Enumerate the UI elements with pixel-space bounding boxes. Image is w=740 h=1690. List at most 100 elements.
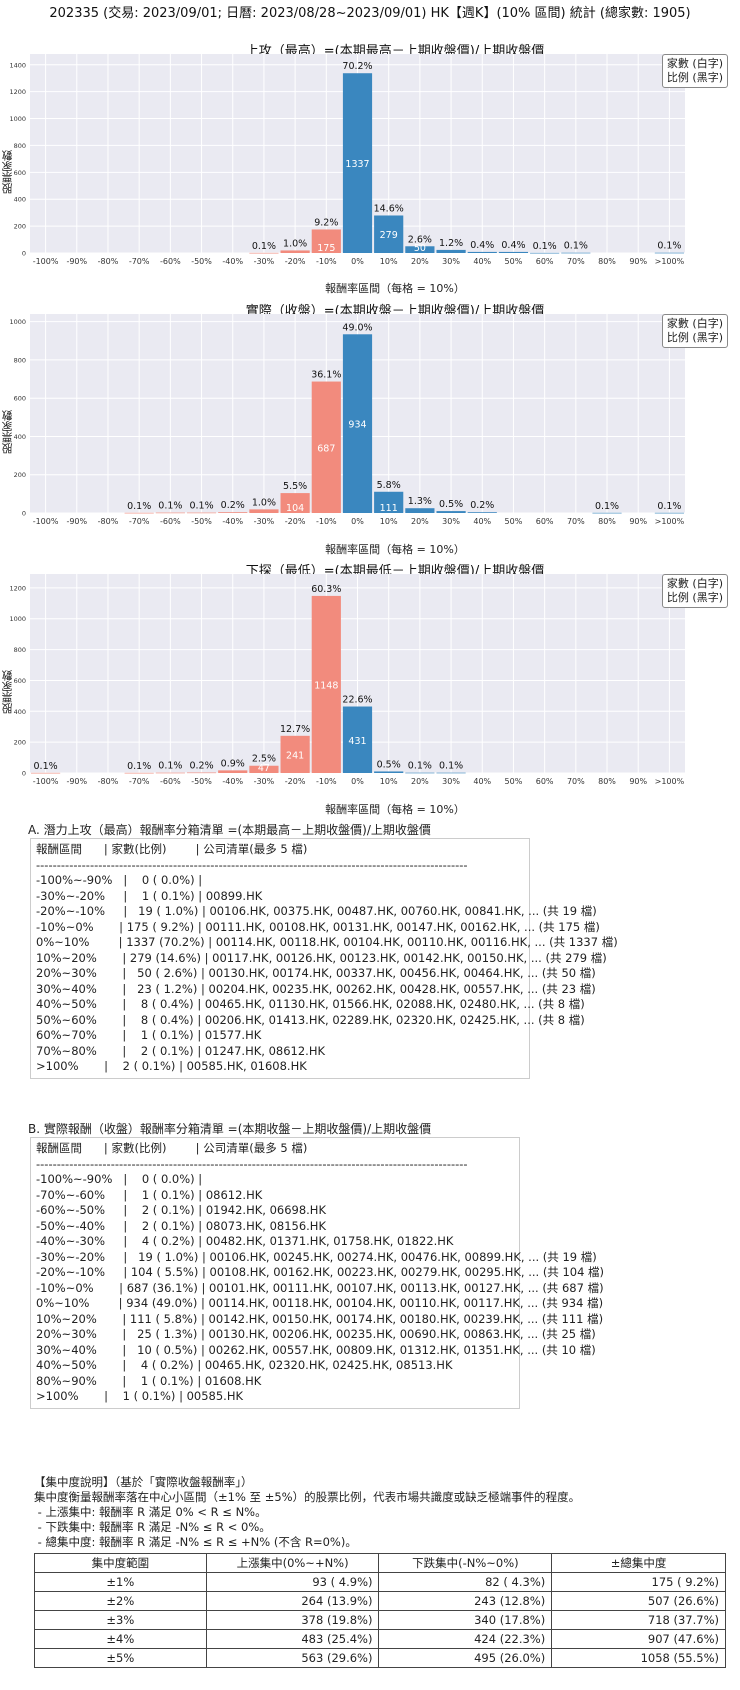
x-tick-label: 50% — [505, 517, 523, 526]
x-tick-label: 10% — [380, 777, 398, 786]
text-line: 20%~30% | 50 ( 2.6%) | 00130.HK, 00174.H… — [36, 966, 596, 980]
bar-pct-label: 70.2% — [342, 61, 372, 72]
x-tick-label: 20% — [411, 777, 429, 786]
concentration-note: 【集中度說明】（基於「實際收盤報酬率」） 集中度衡量報酬率落在中心小區間（±1% … — [34, 1475, 580, 1550]
y-tick-label: 1000 — [9, 115, 26, 123]
bar — [436, 511, 466, 513]
text-line: 40%~50% | 8 ( 0.4%) | 00465.HK, 01130.HK… — [36, 997, 585, 1011]
bar-pct-label: 0.1% — [127, 761, 151, 772]
bar — [186, 512, 217, 514]
x-tick-label: -100% — [33, 517, 59, 526]
table-cell: 378 (19.8%) — [205, 1610, 380, 1630]
bar-pct-label: 5.5% — [283, 481, 307, 492]
bar-count-label: 241 — [286, 750, 304, 761]
bar-pct-label: 0.1% — [595, 501, 619, 512]
bar — [405, 508, 435, 513]
text-line: 70%~80% | 2 ( 0.1%) | 01247.HK, 08612.HK — [36, 1043, 326, 1058]
x-tick-label: 70% — [567, 517, 585, 526]
x-tick-label: -40% — [222, 777, 243, 786]
bar-pct-label: 12.7% — [280, 724, 310, 735]
x-tick-label: -70% — [129, 517, 150, 526]
bar — [280, 493, 310, 513]
text-line: -100%~-90% | 0 ( 0.0%) | — [36, 1172, 203, 1186]
bar — [124, 772, 154, 774]
y-tick-label: 200 — [14, 223, 26, 231]
y-tick-label: 0 — [22, 510, 26, 518]
bar-count-label: 175 — [317, 243, 335, 254]
bar-pct-label: 0.1% — [158, 761, 182, 772]
x-tick-label: -80% — [98, 517, 119, 526]
x-tick-label: 90% — [629, 517, 647, 526]
x-tick-label: 80% — [598, 517, 616, 526]
bar — [654, 252, 684, 254]
bar-pct-label: 9.2% — [314, 217, 338, 228]
bar — [561, 252, 591, 254]
y-tick-label: 600 — [14, 395, 26, 403]
x-tick-label: -90% — [66, 257, 87, 266]
text-line: -50%~-40% | 2 ( 0.1%) | 08073.HK, 08156.… — [36, 1218, 326, 1233]
bar — [467, 251, 497, 253]
x-tick-label: 50% — [505, 777, 523, 786]
text-line: -70%~-60% | 1 ( 0.1%) | 08612.HK — [36, 1187, 263, 1202]
table-row: ±5% 563 (29.6%) 495 (26.0%) 1058 (55.5%) — [34, 1648, 726, 1668]
x-tick-label: 30% — [442, 257, 460, 266]
bar-count-label: 1148 — [314, 680, 338, 691]
table-header: 上漲集中(0%~+N%) — [205, 1553, 380, 1573]
text-line: -10%~0% | 687 (36.1%) | 00101.HK, 00111.… — [36, 1280, 604, 1295]
x-tick-label: 60% — [536, 777, 554, 786]
text-line: 0%~10% | 934 (49.0%) | 00114.HK, 00118.H… — [36, 1296, 604, 1310]
text-line: -20%~-10% | 19 ( 1.0%) | 00106.HK, 00375… — [36, 904, 597, 918]
y-tick-label: 800 — [14, 646, 26, 654]
text-line: -10%~0% | 175 ( 9.2%) | 00111.HK, 00108.… — [36, 919, 600, 934]
table-cell: 264 (13.9%) — [205, 1591, 380, 1611]
bar — [280, 250, 310, 253]
x-tick-label: >100% — [655, 777, 685, 786]
bar — [311, 595, 341, 773]
text-line: >100% | 1 ( 0.1%) | 00585.HK — [36, 1389, 244, 1403]
x-tick-label: -10% — [316, 257, 337, 266]
text-line: 報酬區間 | 家數(比例) | 公司清單(最多 5 檔) — [36, 1141, 308, 1155]
x-tick-label: 40% — [473, 517, 491, 526]
text-line: 10%~20% | 111 ( 5.8%) | 00142.HK, 00150.… — [36, 1311, 604, 1326]
bar — [186, 772, 217, 774]
text-line: 60%~70% | 1 ( 0.1%) | 01577.HK — [36, 1028, 262, 1042]
bar-pct-label: 0.1% — [408, 761, 432, 772]
x-tick-label: 20% — [411, 517, 429, 526]
text-line: ----------------------------------------… — [36, 857, 468, 872]
bar-count-label: 104 — [286, 503, 304, 514]
legend-count-label: 家數 (白字) — [666, 57, 723, 70]
table-cell: 340 (17.8%) — [378, 1610, 553, 1630]
legend-count-label: 家數 (白字) — [666, 577, 723, 590]
legend: 家數 (白字) 比例 (黑字) — [661, 314, 728, 348]
bar-pct-label: 1.0% — [283, 238, 307, 249]
text-line: -20%~-10% | 104 ( 5.5%) | 00108.HK, 0016… — [36, 1265, 605, 1279]
bar-count-label: 47 — [258, 763, 270, 774]
table-cell: 93 ( 4.9%) — [205, 1572, 380, 1592]
bar — [374, 215, 404, 253]
x-tick-label: -60% — [160, 517, 181, 526]
bar-pct-label: 0.1% — [252, 241, 276, 252]
x-tick-label: 0% — [351, 257, 364, 266]
x-tick-label: 0% — [351, 517, 364, 526]
bar-count-label: 431 — [348, 736, 366, 747]
x-tick-label: 80% — [598, 257, 616, 266]
bar-pct-label: 1.0% — [252, 497, 276, 508]
chart-svg: 0 200 400 600 800 1000 1200 -100% -90% -80% -70% -6… — [9, 574, 685, 786]
legend: 家數 (白字) 比例 (黑字) — [661, 574, 728, 608]
text-line: 50%~60% | 8 ( 0.4%) | 00206.HK, 01413.HK… — [36, 1012, 585, 1027]
x-tick-label: -70% — [129, 777, 150, 786]
x-tick-label: -10% — [316, 777, 337, 786]
bar — [311, 381, 341, 513]
table-cell: 82 ( 4.3%) — [378, 1572, 553, 1592]
x-axis-label: 報酬率區間（每格 = 10%） — [325, 803, 465, 816]
bar-pct-label: 0.2% — [221, 500, 245, 511]
table-cell: ±4% — [34, 1629, 207, 1649]
table-cell: ±3% — [34, 1610, 207, 1630]
text-line: -100%~-90% | 0 ( 0.0%) | — [36, 873, 203, 887]
x-tick-label: -100% — [33, 257, 59, 266]
chart-low: 下探（最低）=(本期最低－上期收盤價)/上期收盤價 股票家數 0 200 400 60… — [0, 560, 740, 820]
x-tick-label: 40% — [473, 257, 491, 266]
x-tick-label: -50% — [191, 517, 212, 526]
x-tick-label: -60% — [160, 777, 181, 786]
bar-pct-label: 0.9% — [221, 758, 245, 769]
